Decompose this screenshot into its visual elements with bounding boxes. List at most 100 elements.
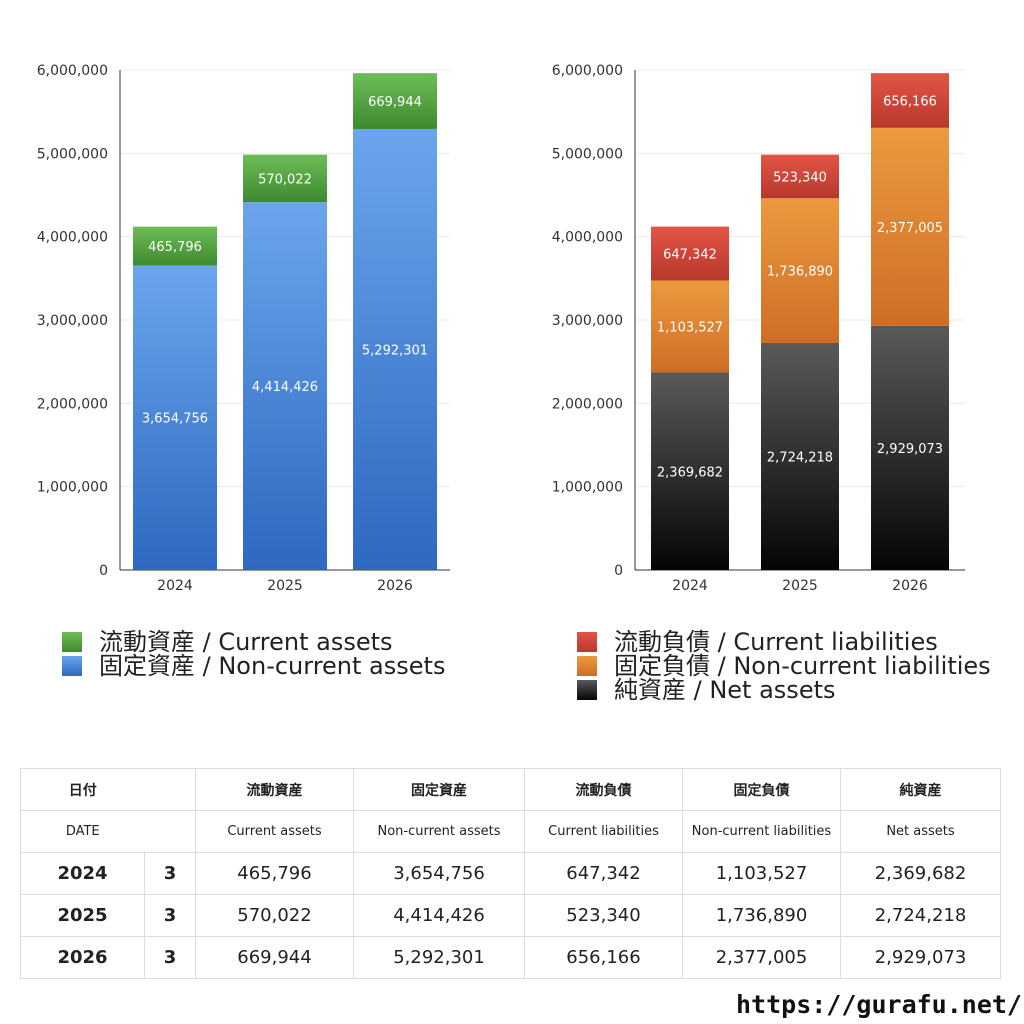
legend-swatch [577,656,597,676]
cell-current-liabilities: 656,166 [524,936,683,979]
liabilities-chart: 0 1,000,000 2,000,000 3,000,000 4,000,000 5,0… [552,63,965,594]
bar-segment [871,73,949,128]
table-row: 2026 3 669,944 5,292,301 656,166 2,377,0… [20,936,1001,979]
header-blank [144,810,196,853]
header-current-assets-jp: 流動資産 [195,768,354,811]
charts-canvas: 0 1,000,000 2,000,000 3,000,000 4,000,000 5,0… [37,63,965,594]
y-tick-label: 0 [614,563,623,579]
bar-segment [133,265,217,570]
legend-label: 固定負債 / Non-current liabilities [614,652,991,680]
cell-current-assets: 465,796 [195,852,354,895]
x-tick-label: 2026 [377,578,413,594]
cell-year: 2025 [20,894,145,937]
header-current-liabilities-jp: 流動負債 [524,768,683,811]
legend-swatch [62,632,82,652]
site-url-link[interactable]: https://gurafu.net/ [736,990,1022,1019]
assets-legend: 流動資産 / Current assets 固定資産 / Non-current… [62,630,445,678]
bar-segment [761,198,839,343]
bar-segment [133,226,217,266]
bar-segment [243,154,327,203]
bar-segment [651,372,729,570]
y-tick-label: 1,000,000 [552,480,623,496]
bar-data-label: 2,369,682 [657,465,723,480]
bar-data-label: 4,414,426 [252,380,318,395]
y-tick-label: 0 [99,563,108,579]
header-non-current-assets-jp: 固定資産 [353,768,525,811]
cell-month: 3 [144,894,196,937]
y-tick-label: 3,000,000 [37,313,108,329]
cell-month: 3 [144,936,196,979]
bar-segment [353,73,437,129]
legend-item-non-current-liabilities: 固定負債 / Non-current liabilities [577,654,991,678]
header-date-jp: 日付 [20,768,145,811]
bar-data-label: 669,944 [368,95,422,110]
bar-segment [761,342,839,570]
bar-data-label: 5,292,301 [362,343,428,358]
y-tick-label: 2,000,000 [37,396,108,412]
bar-segment [353,128,437,570]
header-current-assets-en: Current assets [195,810,354,853]
bar-data-label: 1,103,527 [657,321,723,336]
header-non-current-liabilities-jp: 固定負債 [682,768,841,811]
bar-segment [651,280,729,373]
cell-year: 2026 [20,936,145,979]
cell-month: 3 [144,852,196,895]
legend-item-non-current-assets: 固定資産 / Non-current assets [62,654,445,678]
legend-label: 流動負債 / Current liabilities [614,628,938,656]
cell-current-assets: 669,944 [195,936,354,979]
legend-swatch [62,656,82,676]
header-current-liabilities-en: Current liabilities [524,810,683,853]
x-tick-label: 2026 [892,578,928,594]
cell-net-assets: 2,369,682 [840,852,1001,895]
cell-non-current-liabilities: 1,103,527 [682,852,841,895]
header-net-assets-jp: 純資産 [840,768,1001,811]
cell-non-current-liabilities: 2,377,005 [682,936,841,979]
x-tick-label: 2024 [157,578,193,594]
y-tick-label: 6,000,000 [552,63,623,79]
cell-year: 2024 [20,852,145,895]
y-tick-label: 2,000,000 [552,396,623,412]
y-tick-label: 4,000,000 [37,230,108,246]
table-header-row-en: DATE Current assets Non-current assets C… [20,810,1001,853]
y-tick-label: 1,000,000 [37,480,108,496]
legend-label: 固定資産 / Non-current assets [99,652,446,680]
bar-data-label: 570,022 [258,172,312,187]
bar-data-label: 2,929,073 [877,442,943,457]
liabilities-legend: 流動負債 / Current liabilities 固定負債 / Non-cu… [577,630,991,702]
assets-chart: 0 1,000,000 2,000,000 3,000,000 4,000,000 5,0… [37,63,450,594]
bar-data-label: 1,736,890 [767,265,833,280]
x-tick-label: 2024 [672,578,708,594]
legend-item-current-assets: 流動資産 / Current assets [62,630,445,654]
header-non-current-assets-en: Non-current assets [353,810,525,853]
bar-segment [651,226,729,281]
bar-data-label: 523,340 [773,170,827,185]
bar-data-label: 465,796 [148,240,202,255]
cell-non-current-assets: 5,292,301 [353,936,525,979]
x-tick-label: 2025 [267,578,303,594]
cell-current-assets: 570,022 [195,894,354,937]
cell-current-liabilities: 523,340 [524,894,683,937]
legend-label: 純資産 / Net assets [614,676,836,704]
bar-segment [761,154,839,199]
y-tick-label: 5,000,000 [552,146,623,162]
financial-data-table: 日付 流動資産 固定資産 流動負債 固定負債 純資産 DATE Current … [20,768,1001,979]
bar-data-label: 2,724,218 [767,450,833,465]
y-tick-label: 4,000,000 [552,230,623,246]
cell-current-liabilities: 647,342 [524,852,683,895]
legend-swatch [577,632,597,652]
table-row: 2025 3 570,022 4,414,426 523,340 1,736,8… [20,894,1001,937]
legend-swatch [577,680,597,700]
y-tick-label: 3,000,000 [552,313,623,329]
x-tick-label: 2025 [782,578,818,594]
bar-segment [871,325,949,570]
bar-data-label: 647,342 [663,248,717,263]
y-tick-label: 5,000,000 [37,146,108,162]
header-non-current-liabilities-en: Non-current liabilities [682,810,841,853]
cell-non-current-assets: 4,414,426 [353,894,525,937]
bar-data-label: 2,377,005 [877,221,943,236]
bar-segment [243,202,327,570]
cell-non-current-liabilities: 1,736,890 [682,894,841,937]
bar-data-label: 656,166 [883,94,937,109]
cell-non-current-assets: 3,654,756 [353,852,525,895]
bar-segment [871,127,949,326]
